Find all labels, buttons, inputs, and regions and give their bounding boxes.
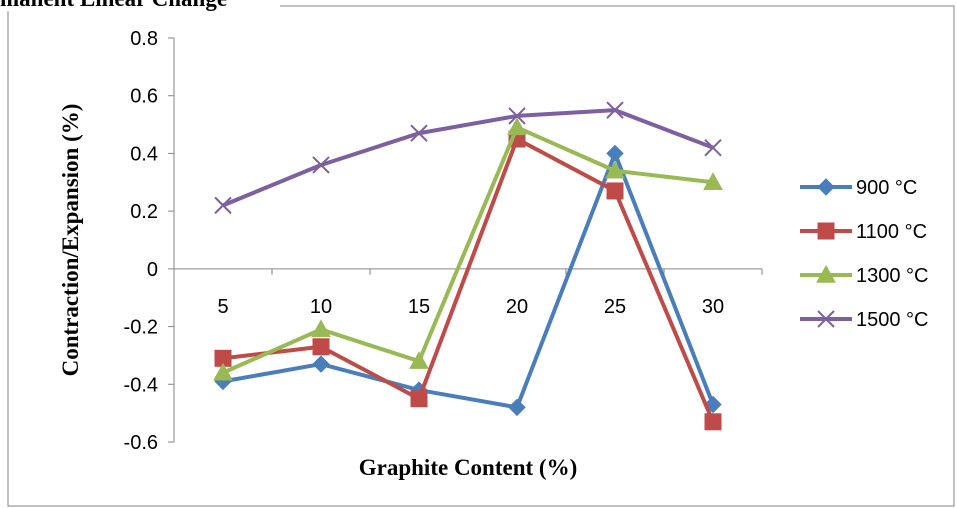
legend-item: 1500 °C (800, 309, 929, 331)
y-axis-title: Contraction/Expansion (%) (58, 104, 83, 377)
data-point (508, 107, 526, 125)
series-1300c (213, 117, 723, 381)
data-point (704, 413, 722, 431)
data-point (312, 338, 330, 356)
series-line (222, 125, 714, 375)
series-line (222, 137, 715, 423)
x-tick-label: 25 (604, 296, 626, 318)
y-tick-label: 0.8 (130, 28, 158, 50)
y-tick-label: -0.4 (124, 374, 158, 396)
y-tick-label: -0.2 (124, 317, 158, 339)
series-1100c (214, 130, 722, 431)
y-tick-label: 0 (147, 259, 158, 281)
y-tick-label: -0.6 (124, 432, 158, 454)
x-axis-title: Graphite Content (%) (359, 455, 577, 480)
legend-marker (817, 178, 835, 196)
data-point (410, 390, 428, 408)
series-layer (213, 101, 723, 431)
data-point (213, 362, 233, 381)
chart-title: manent Linear Change (0, 0, 227, 11)
y-tick-label: 0.4 (130, 143, 158, 165)
legend-item: 1300 °C (800, 264, 929, 287)
title-mask (0, 0, 280, 11)
x-tick-label: 20 (506, 296, 528, 318)
data-point (410, 124, 428, 142)
legend-label: 1500 °C (856, 309, 929, 331)
legend-item: 1100 °C (800, 221, 927, 243)
data-point (703, 172, 723, 190)
legend-marker (817, 310, 835, 328)
chart-area-border (7, 5, 955, 507)
data-point (606, 101, 624, 119)
data-point (312, 355, 330, 373)
y-tick-label: 0.2 (130, 201, 158, 223)
data-point (311, 319, 331, 338)
x-tick-label: 10 (310, 296, 332, 318)
y-tick-label: 0.6 (130, 86, 158, 108)
x-tick-label: 30 (702, 296, 724, 318)
legend-marker (816, 264, 836, 283)
legend-label: 1300 °C (856, 265, 929, 287)
data-point (605, 160, 625, 179)
series-1500c (214, 101, 722, 215)
data-point (312, 156, 330, 174)
x-tick-label: 5 (217, 296, 228, 318)
legend-marker (817, 222, 835, 240)
legend-item: 900 °C (800, 177, 917, 199)
x-tick-label: 15 (408, 296, 430, 318)
data-point (704, 138, 722, 157)
legend: 900 °C 1100 °C 1300 °C 1500 °C (800, 177, 929, 331)
data-point (409, 351, 429, 369)
legend-label: 1100 °C (856, 221, 927, 243)
data-point (508, 398, 526, 417)
series-line (222, 108, 714, 208)
data-point (507, 117, 527, 136)
series-line (222, 151, 715, 410)
data-point (214, 196, 232, 215)
legend-label: 900 °C (856, 177, 917, 199)
data-point (606, 182, 624, 200)
